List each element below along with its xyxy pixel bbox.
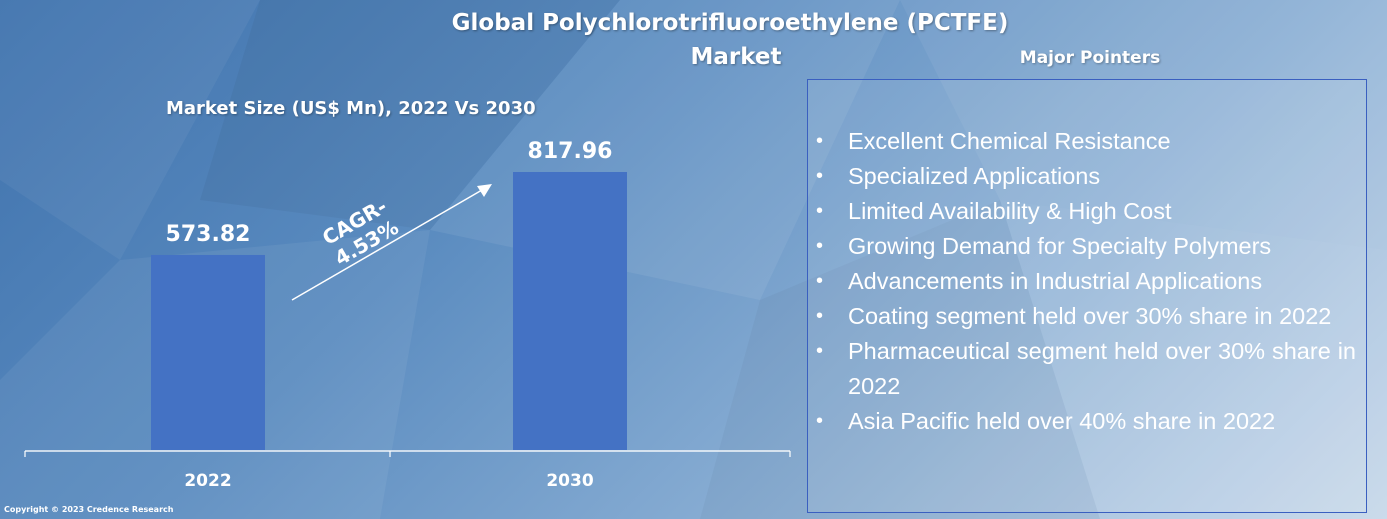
bar-2022: [151, 254, 265, 450]
pointer-item: Coating segment held over 30% share in 2…: [816, 299, 1356, 334]
pointer-item: Pharmaceutical segment held over 30% sha…: [816, 334, 1356, 404]
copyright-text: Copyright © 2023 Credence Research: [4, 505, 174, 514]
chart-title: Global Polychlorotrifluoroethylene (PCTF…: [410, 6, 1050, 74]
pointer-item: Specialized Applications: [816, 159, 1356, 194]
category-label: 2022: [184, 471, 231, 491]
cagr-annotation: CAGR-4.53%: [318, 194, 402, 270]
pointers-title: Major Pointers: [1019, 48, 1161, 68]
data-label: 817.96: [528, 139, 613, 164]
pointer-item: Limited Availability & High Cost: [816, 194, 1356, 229]
pointer-item: Excellent Chemical Resistance: [816, 124, 1356, 159]
category-label: 2030: [546, 471, 593, 491]
cagr-arrow-head: [477, 184, 492, 197]
data-label: 573.82: [166, 222, 251, 247]
bar-2030: [513, 172, 627, 450]
pointer-item: Asia Pacific held over 40% share in 2022: [816, 404, 1356, 439]
pointers-list: Excellent Chemical ResistanceSpecialized…: [808, 80, 1366, 439]
chart-subtitle: Market Size (US$ Mn), 2022 Vs 2030: [166, 98, 536, 119]
cagr-arrow-line: [291, 189, 483, 301]
pointer-item: Growing Demand for Specialty Polymers: [816, 229, 1356, 264]
chart-title-line2: Market: [690, 44, 782, 70]
pointer-item: Advancements in Industrial Applications: [816, 264, 1356, 299]
pointers-panel: Excellent Chemical ResistanceSpecialized…: [807, 79, 1367, 513]
bar-chart: 573.82 2022 817.96 2030 CAGR-4.53%: [151, 139, 627, 491]
chart-title-line1: Global Polychlorotrifluoroethylene (PCTF…: [451, 10, 1009, 36]
